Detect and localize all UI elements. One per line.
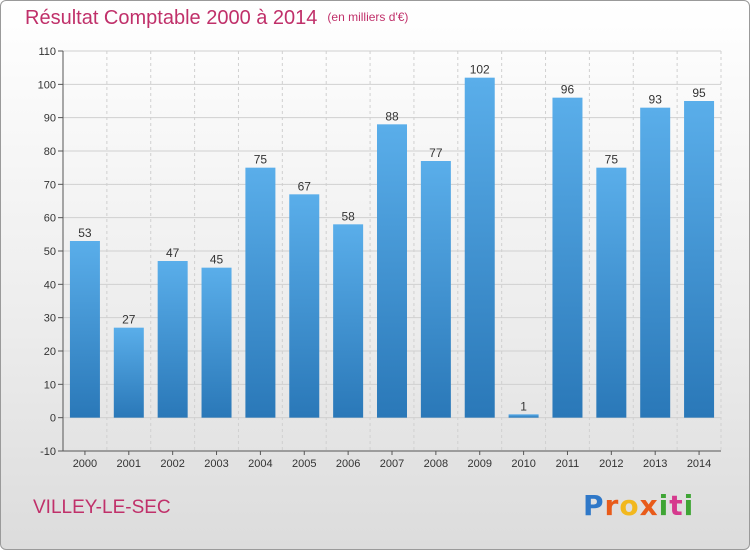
x-tick-label: 2012 <box>599 458 623 470</box>
title-text: Résultat Comptable 2000 à 2014 <box>25 7 318 29</box>
value-label: 93 <box>649 93 663 107</box>
y-tick-label: -10 <box>40 446 56 458</box>
value-label: 1 <box>520 399 527 413</box>
axis-layer: -10 0 10 20 30 40 50 60 70 80 90 100 110 2000 2001 2002… <box>38 46 721 470</box>
x-tick-label: 2008 <box>424 458 448 470</box>
bar <box>289 194 320 418</box>
x-tick-label: 2004 <box>248 458 272 470</box>
x-tick-label: 2011 <box>556 458 580 470</box>
brand-letter: x <box>639 489 659 522</box>
y-tick-label: 60 <box>44 213 56 225</box>
y-tick-label: 80 <box>44 146 56 158</box>
brand-letter: i <box>683 489 695 522</box>
bar <box>552 97 583 418</box>
y-tick-label: 70 <box>44 179 56 191</box>
brand-letter: t <box>669 489 684 522</box>
bar <box>157 261 188 418</box>
bar <box>420 161 451 418</box>
label-layer: 53 27 47 45 75 67 58 88 77 102 1 96 75 93 95 <box>78 63 706 414</box>
value-label: 27 <box>122 313 136 327</box>
x-tick-label: 2009 <box>467 458 491 470</box>
x-tick-label: 2000 <box>73 458 97 470</box>
bar <box>245 167 276 418</box>
y-tick-label: 30 <box>44 313 56 325</box>
y-tick-label: 0 <box>50 413 56 425</box>
value-label: 67 <box>298 179 312 193</box>
value-label: 77 <box>429 146 443 160</box>
y-tick-label: 50 <box>44 246 56 258</box>
y-tick-label: 20 <box>44 346 56 358</box>
bar <box>377 124 407 418</box>
y-tick-label: 90 <box>44 113 56 125</box>
x-tick-label: 2010 <box>511 458 535 470</box>
chart-title: Résultat Comptable 2000 à 2014 (en millie… <box>25 7 408 30</box>
brand-logo: Proxiti <box>583 489 694 522</box>
value-label: 75 <box>605 153 619 167</box>
value-label: 47 <box>166 246 180 260</box>
y-tick-label: 40 <box>44 279 56 291</box>
unit-note: (en milliers d'€) <box>327 10 409 24</box>
bar <box>640 107 671 418</box>
x-tick-label: 2001 <box>117 458 141 470</box>
brand-letter: o <box>619 489 640 522</box>
value-label: 45 <box>210 253 224 267</box>
x-tick-label: 2006 <box>336 458 360 470</box>
brand-letter: i <box>658 489 670 522</box>
y-tick-label: 100 <box>38 79 56 91</box>
x-tick-label: 2002 <box>160 458 184 470</box>
location-label: VILLEY-LE-SEC <box>33 497 171 518</box>
y-tick-label: 10 <box>44 379 56 391</box>
y-tick-label: 110 <box>38 46 56 58</box>
x-tick-label: 2007 <box>380 458 404 470</box>
x-tick-label: 2014 <box>687 458 711 470</box>
bar <box>69 241 100 418</box>
value-label: 96 <box>561 83 575 97</box>
x-tick-label: 2005 <box>292 458 316 470</box>
brand-letter: r <box>604 489 620 522</box>
bar <box>333 224 364 418</box>
x-tick-label: 2013 <box>643 458 667 470</box>
bar-layer <box>69 77 715 418</box>
bar <box>596 167 627 418</box>
x-tick-label: 2003 <box>204 458 228 470</box>
value-label: 95 <box>692 86 706 100</box>
value-label: 58 <box>341 209 355 223</box>
bar <box>684 101 715 418</box>
brand-letter: P <box>583 489 605 522</box>
bar <box>201 267 232 418</box>
value-label: 75 <box>254 153 268 167</box>
bar <box>113 327 144 418</box>
value-label: 102 <box>470 63 490 77</box>
bar <box>464 77 495 418</box>
value-label: 53 <box>78 226 92 240</box>
value-label: 88 <box>385 109 399 123</box>
bar <box>508 414 539 418</box>
